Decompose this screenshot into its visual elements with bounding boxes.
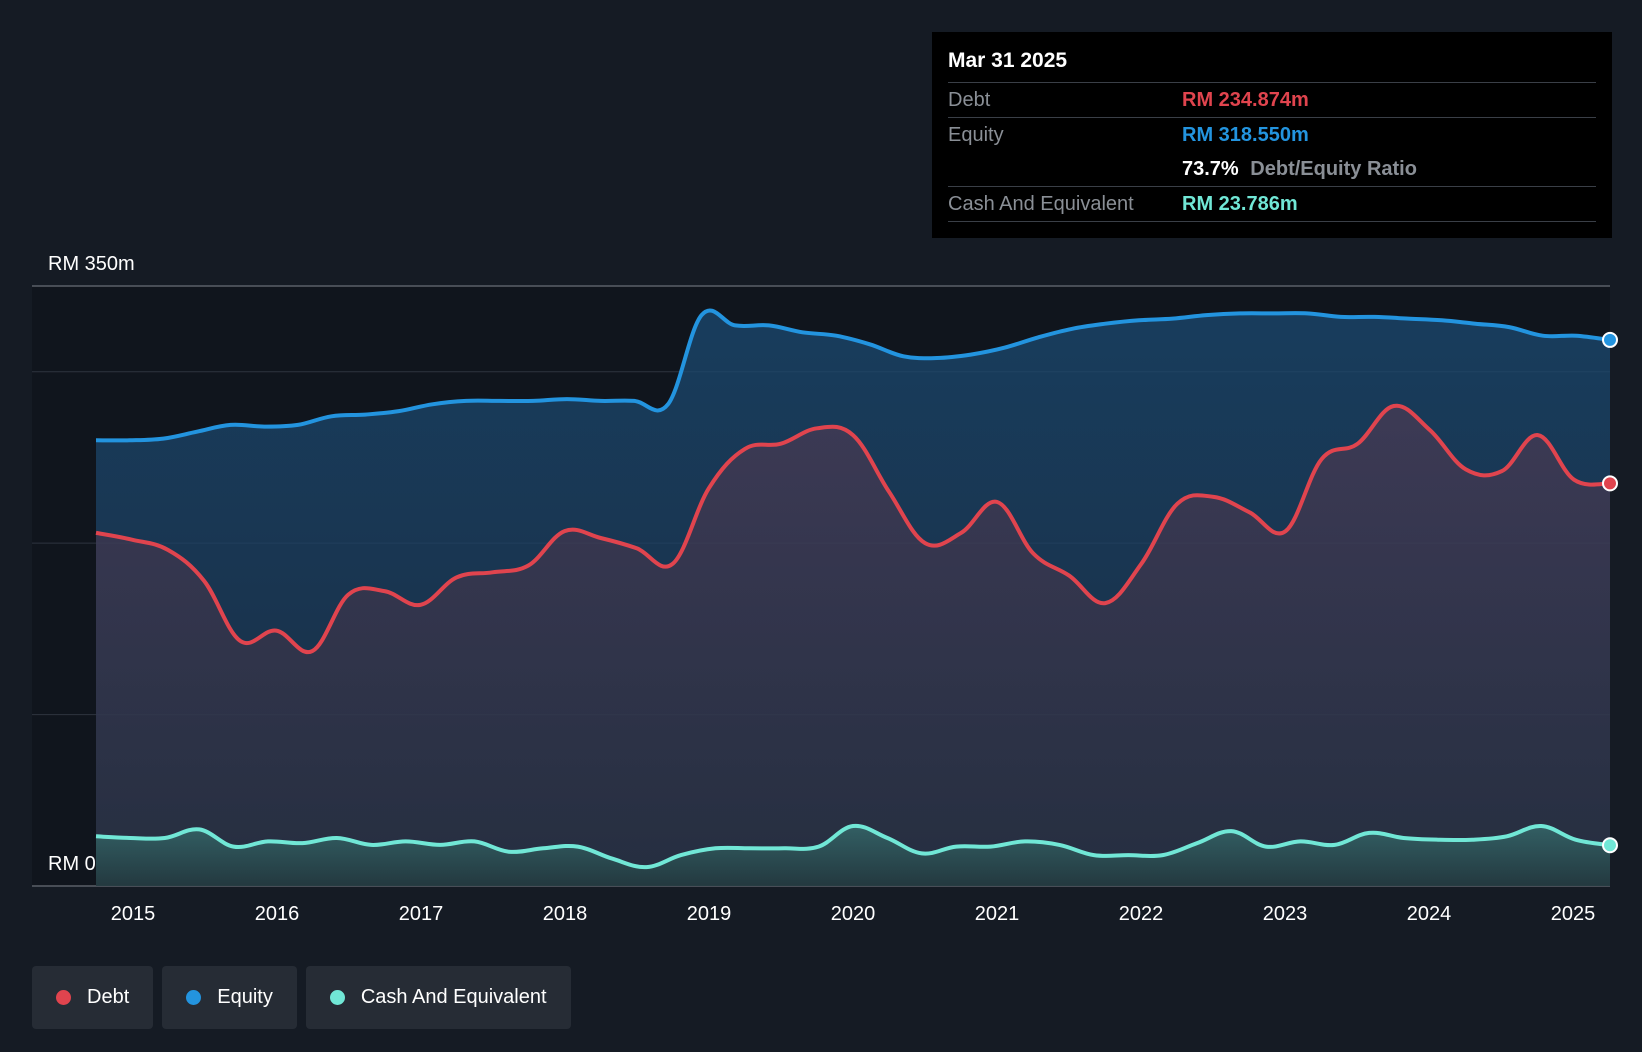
tooltip-debt-value: RM 234.874m <box>1182 89 1309 111</box>
tooltip-panel: Mar 31 2025 Debt RM 234.874m Equity RM 3… <box>932 32 1612 238</box>
cash-dot-icon <box>329 990 345 1005</box>
x-tick-label: 2023 <box>1263 903 1308 925</box>
legend-cash-label: Cash And Equivalent <box>360 986 547 1008</box>
tooltip-equity-row: Equity RM 318.550m <box>948 117 1596 152</box>
y-tick-label: RM 0 <box>48 853 96 875</box>
x-tick-label: 2016 <box>255 903 300 925</box>
tooltip-equity-value: RM 318.550m <box>1182 124 1309 146</box>
cash-end-marker <box>1602 837 1618 854</box>
tooltip-ratio-value: 73.7% <box>1182 158 1239 180</box>
tooltip-debt-label: Debt <box>948 89 991 111</box>
legend-item-debt[interactable]: Debt <box>32 966 154 1029</box>
x-tick-label: 2024 <box>1407 903 1452 925</box>
tooltip-cash-label: Cash And Equivalent <box>948 193 1134 215</box>
x-tick-label: 2018 <box>543 903 588 925</box>
x-tick-label: 2025 <box>1551 903 1596 925</box>
tooltip-date: Mar 31 2025 <box>948 49 1068 72</box>
equity-end-marker <box>1602 331 1618 348</box>
y-tick-label: RM 350m <box>48 253 135 275</box>
tooltip-equity-label: Equity <box>948 124 1004 146</box>
x-tick-label: 2021 <box>975 903 1020 925</box>
tooltip-debt-row: Debt RM 234.874m <box>948 82 1596 117</box>
debt-end-marker <box>1602 475 1618 492</box>
cash-line <box>95 823 1611 870</box>
legend: Debt Equity Cash And Equivalent <box>32 966 571 1029</box>
legend-equity-label: Equity <box>217 986 273 1008</box>
cash-area <box>96 825 1610 886</box>
x-tick-label: 2022 <box>1119 903 1164 925</box>
x-tick-label: 2019 <box>687 903 732 925</box>
legend-item-equity[interactable]: Equity <box>162 966 297 1029</box>
tooltip-cash-value: RM 23.786m <box>1182 193 1298 215</box>
legend-item-cash[interactable]: Cash And Equivalent <box>305 966 571 1029</box>
tooltip-ratio-row: 73.7% Debt/Equity Ratio <box>948 152 1596 186</box>
debt-line <box>95 403 1611 655</box>
x-tick-label: 2020 <box>831 903 876 925</box>
legend-debt-label: Debt <box>87 986 130 1008</box>
x-tick-label: 2017 <box>399 903 444 925</box>
equity-dot-icon <box>186 990 202 1005</box>
tooltip-cash-row: Cash And Equivalent RM 23.786m <box>948 186 1596 222</box>
tooltip-ratio-label: Debt/Equity Ratio <box>1250 158 1417 180</box>
debt-area <box>96 405 1610 886</box>
equity-line <box>95 308 1611 443</box>
x-tick-label: 2015 <box>111 903 156 925</box>
debt-dot-icon <box>56 990 71 1005</box>
